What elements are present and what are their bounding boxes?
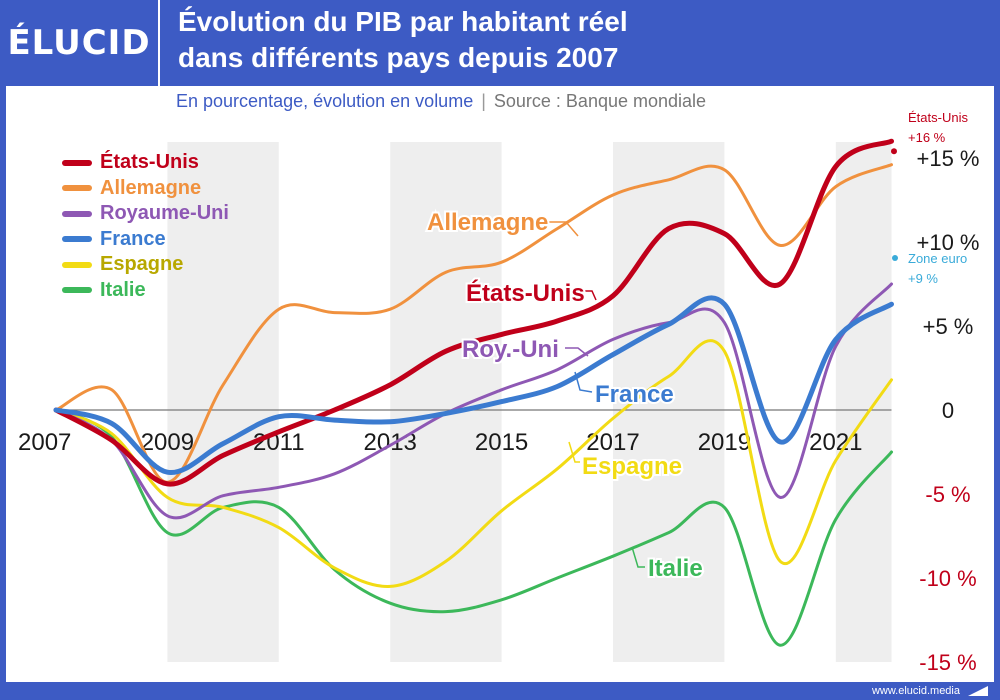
subtitle-text: En pourcentage, évolution en volume (176, 91, 474, 111)
legend-item-usa: États-Unis (62, 150, 229, 176)
leader-line-germany (548, 221, 579, 237)
series-lines (53, 138, 894, 647)
logo-text: ÉLUCID (7, 23, 151, 63)
elucid-mark-icon (968, 686, 988, 696)
axes: 2007 2009 2011 2013 2015 2017 2019 2021+15 %+10… (18, 146, 980, 675)
title-line-2: dans différents pays depuis 2007 (178, 42, 619, 73)
shaded-periods (167, 142, 892, 662)
legend-swatch-spain (62, 261, 92, 268)
y-tick-label: +15 % (917, 146, 980, 171)
y-tick-label: -5 % (925, 482, 970, 507)
legend-label-germany: Allemagne (100, 176, 202, 199)
leader-line-france (574, 371, 593, 393)
leader-line-spain (568, 441, 580, 463)
y-tick-label: 0 (942, 398, 954, 423)
annotation-dot-usa_end (891, 148, 897, 155)
series-line-uk (54, 282, 893, 520)
shaded-period-3 (835, 142, 892, 662)
annotation-eurozone-line2: +9 % (908, 271, 938, 286)
subtitle: En pourcentage, évolution en volume | Sour… (176, 91, 706, 112)
annotation-dot-eurozone (892, 255, 898, 261)
y-tick-label: +10 % (917, 230, 980, 255)
legend-swatch-uk (62, 210, 92, 217)
legend-label-usa: États-Unis (100, 151, 199, 174)
footer-url: www.elucid.media (871, 685, 960, 697)
legend: États-Unis Allemagne Royaume-Uni France Espa… (62, 150, 229, 303)
annotations: États-Unis +16 % Zone euro +9 % (891, 110, 968, 286)
header: ÉLUCID Évolution du PIB par habitant rée… (0, 0, 1000, 86)
leader-line-italy (631, 546, 645, 568)
y-tick-label: -10 % (919, 566, 976, 591)
legend-item-germany: Allemagne (62, 176, 229, 202)
inline-label-italy: Italie (648, 555, 703, 582)
series-line-spain (54, 339, 893, 588)
inline-label-spain: Espagne (582, 453, 682, 480)
y-tick-label: +5 % (923, 314, 974, 339)
legend-swatch-france (62, 236, 92, 243)
series-line-italy (54, 408, 893, 647)
legend-item-uk: Royaume-Uni (62, 201, 229, 227)
x-tick-label-2009: 2009 (141, 429, 194, 456)
leader-line-uk (565, 347, 589, 357)
inline-label-germany: Allemagne (427, 209, 548, 236)
legend-item-spain: Espagne (62, 252, 229, 278)
shaded-period-0 (167, 142, 279, 662)
chart-title: Évolution du PIB par habitant réel dans … (178, 4, 978, 76)
legend-label-italy: Italie (100, 278, 146, 301)
legend-label-spain: Espagne (100, 253, 184, 276)
x-tick-label-2007: 2007 (18, 429, 71, 456)
subtitle-separator: | (481, 91, 486, 111)
annotation-usa_end-line2: +16 % (908, 130, 946, 145)
legend-swatch-usa (62, 159, 92, 166)
leader-line-usa (578, 290, 597, 301)
shaded-period-1 (390, 142, 502, 662)
inline-label-uk: Roy.-Uni (462, 336, 559, 363)
series-line-france (53, 295, 894, 475)
legend-label-france: France (100, 227, 166, 250)
legend-item-france: France (62, 227, 229, 253)
series-line-usa (53, 138, 894, 487)
logo: ÉLUCID (0, 0, 160, 86)
legend-swatch-germany (62, 185, 92, 192)
inline-labels: Allemagne États-Unis Roy.-Uni France Espagne… (425, 207, 705, 584)
legend-label-uk: Royaume-Uni (100, 202, 229, 225)
inline-label-france: France (595, 381, 674, 408)
legend-swatch-italy (62, 287, 92, 294)
inline-label-usa: États-Unis (466, 279, 585, 307)
title-line-1: Évolution du PIB par habitant réel (178, 6, 628, 37)
y-tick-label: -15 % (919, 650, 976, 675)
legend-item-italy: Italie (62, 278, 229, 304)
source-text: Source : Banque mondiale (493, 91, 707, 111)
x-tick-label-2019: 2019 (698, 429, 751, 456)
annotation-usa_end-line1: États-Unis (908, 110, 968, 125)
annotation-eurozone-line1: Zone euro (908, 251, 967, 266)
x-tick-label-2015: 2015 (475, 429, 528, 456)
